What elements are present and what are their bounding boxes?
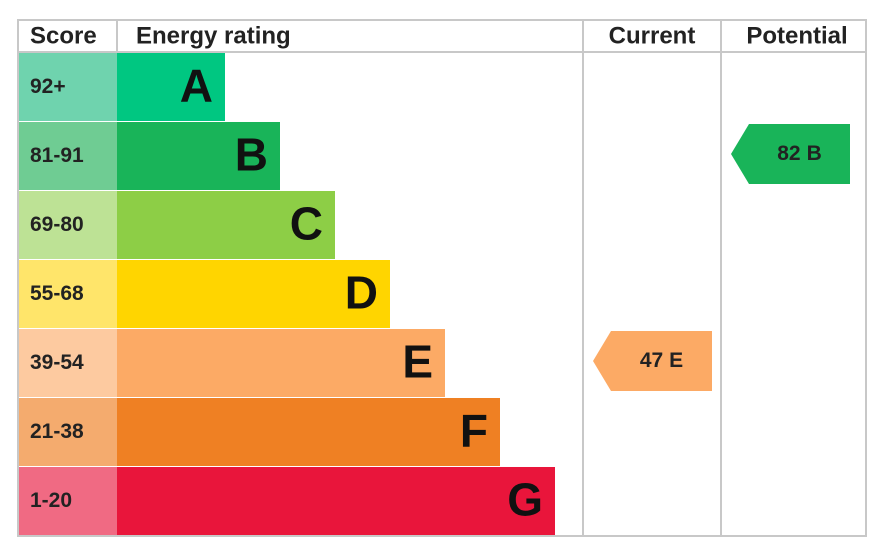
score-cell bbox=[19, 122, 117, 190]
score-range: 21-38 bbox=[30, 420, 84, 443]
band-letter: F bbox=[460, 405, 488, 457]
score-cell bbox=[19, 467, 117, 535]
score-cell bbox=[19, 329, 117, 397]
current-band: E bbox=[669, 349, 683, 372]
score-cell bbox=[19, 191, 117, 259]
potential-arrow bbox=[731, 124, 850, 184]
rating-bar bbox=[117, 191, 335, 259]
score-range: 1-20 bbox=[30, 489, 72, 512]
rating-bar bbox=[117, 467, 555, 535]
band-letter: E bbox=[402, 336, 433, 388]
potential-label: 82 B bbox=[777, 142, 822, 165]
rating-bar bbox=[117, 122, 280, 190]
band-letter: A bbox=[180, 60, 213, 112]
header-current: Current bbox=[609, 22, 696, 49]
band-letter: B bbox=[235, 129, 268, 181]
score-range: 69-80 bbox=[30, 213, 84, 236]
potential-band: B bbox=[807, 142, 822, 165]
score-range: 92+ bbox=[30, 75, 66, 98]
score-cell bbox=[19, 398, 117, 466]
score-cell bbox=[19, 53, 117, 121]
band-letter: C bbox=[290, 198, 323, 250]
score-range: 39-54 bbox=[30, 351, 84, 374]
band-letter: G bbox=[507, 474, 543, 526]
header-potential: Potential bbox=[746, 22, 847, 49]
current-score: 47 bbox=[640, 349, 663, 372]
current-label: 47 E bbox=[640, 349, 683, 372]
rating-bar bbox=[117, 260, 390, 328]
rating-bar bbox=[117, 329, 445, 397]
band-letter: D bbox=[345, 267, 378, 319]
current-arrow bbox=[593, 331, 712, 391]
score-range: 55-68 bbox=[30, 282, 84, 305]
rating-bar bbox=[117, 398, 500, 466]
rating-bar bbox=[117, 53, 225, 121]
score-cell bbox=[19, 260, 117, 328]
score-range: 81-91 bbox=[30, 144, 84, 167]
header-rating: Energy rating bbox=[136, 22, 291, 49]
header-score: Score bbox=[30, 22, 97, 49]
potential-score: 82 bbox=[777, 142, 800, 165]
